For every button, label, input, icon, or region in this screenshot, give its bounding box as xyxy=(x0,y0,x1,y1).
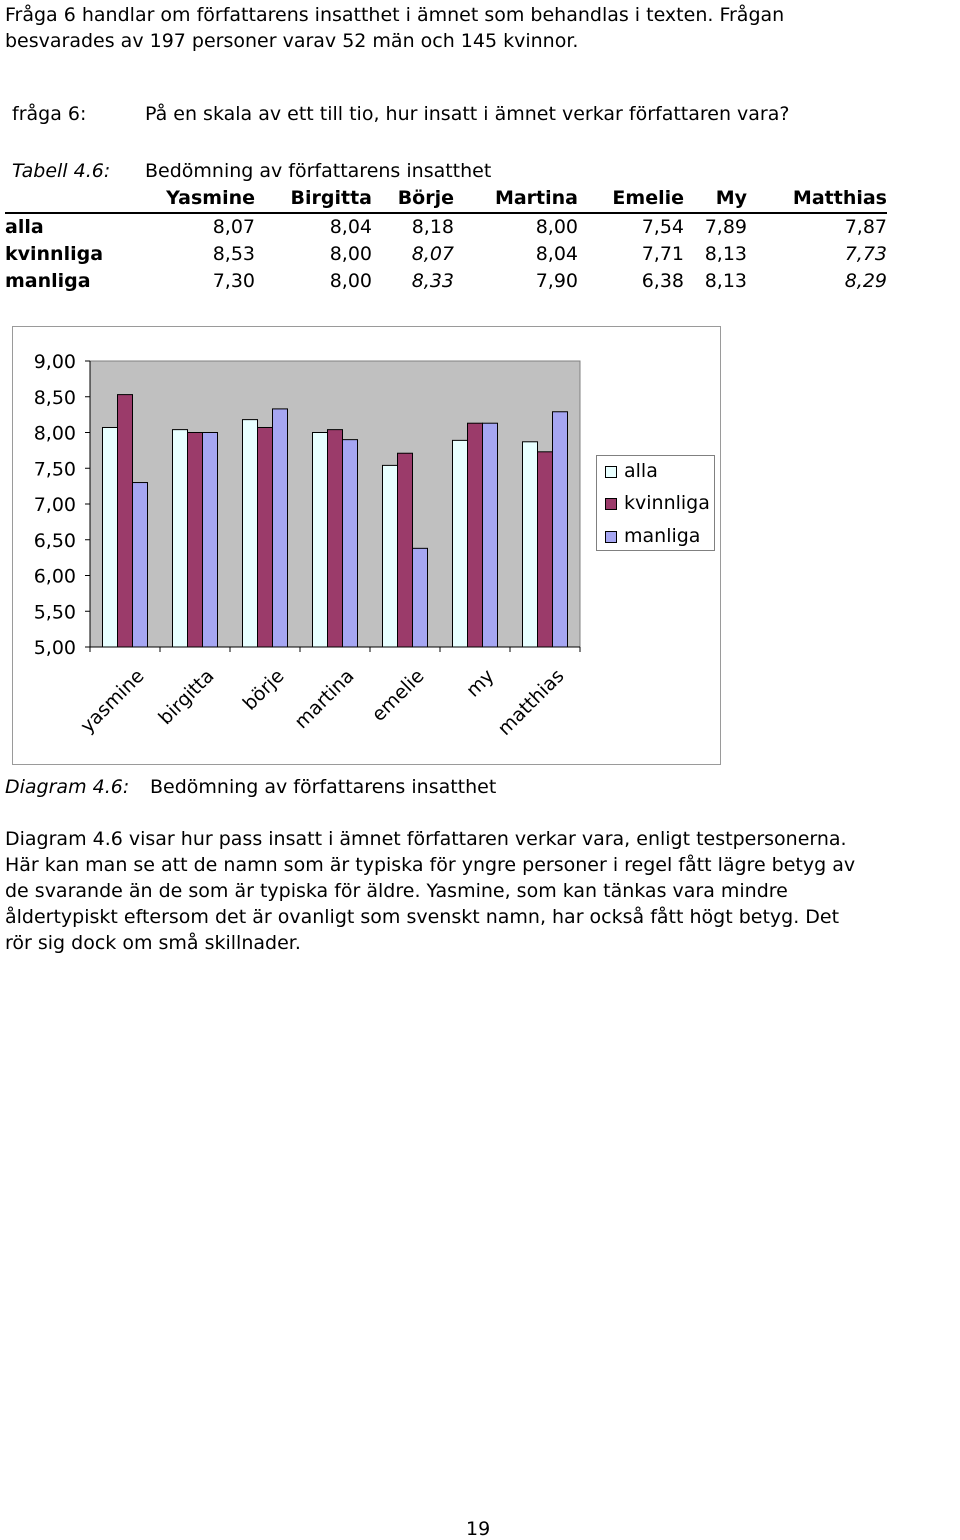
bar xyxy=(412,547,428,648)
bar xyxy=(382,464,398,648)
table-cell: 8,07 xyxy=(411,243,454,265)
x-tick-label: martina xyxy=(290,665,358,733)
x-tick-label: emelie xyxy=(368,665,429,726)
bar xyxy=(342,439,358,648)
column-header: Yasmine xyxy=(155,185,255,214)
bar xyxy=(187,432,203,648)
body-paragraph: Diagram 4.6 visar hur pass insatt i ämne… xyxy=(5,826,955,956)
legend-swatch xyxy=(605,466,617,478)
y-tick-label: 9,00 xyxy=(34,351,76,373)
y-tick-label: 5,00 xyxy=(34,637,76,659)
table-cell: 8,00 xyxy=(329,270,372,292)
legend-swatch xyxy=(605,498,617,510)
table-cell: 8,13 xyxy=(704,270,747,292)
bar xyxy=(202,432,218,648)
bar xyxy=(132,482,148,648)
intro-line-1: Fråga 6 handlar om författarens insatthe… xyxy=(5,4,785,26)
question-text: På en skala av ett till tio, hur insatt … xyxy=(145,103,790,125)
body-line: Diagram 4.6 visar hur pass insatt i ämne… xyxy=(5,828,847,850)
table-cell: 8,29 xyxy=(844,270,887,292)
table-caption-text: Bedömning av författarens insatthet xyxy=(145,160,492,182)
x-tick-label: my xyxy=(462,665,499,702)
bar xyxy=(327,429,343,648)
bar xyxy=(397,452,413,648)
y-tick-label: 8,50 xyxy=(34,387,76,409)
column-header: Börje xyxy=(372,185,454,214)
table-cell: 8,33 xyxy=(411,270,454,292)
table-cell: 8,00 xyxy=(535,216,578,238)
row-label: kvinnliga xyxy=(5,243,104,265)
page-number: 19 xyxy=(466,1518,491,1540)
x-tick-label: yasmine xyxy=(76,665,148,737)
y-tick-label: 6,00 xyxy=(34,566,76,588)
table-cell: 7,71 xyxy=(641,243,684,265)
table-cell: 7,87 xyxy=(844,216,887,238)
table-cell: 8,13 xyxy=(704,243,747,265)
x-tick-label: börje xyxy=(239,665,289,715)
table-cell: 8,07 xyxy=(212,216,255,238)
table-cell: 8,04 xyxy=(535,243,578,265)
bar xyxy=(537,451,553,648)
column-header: My xyxy=(684,185,747,214)
intro-line-2: besvarades av 197 personer varav 52 män … xyxy=(5,30,579,52)
legend-swatch xyxy=(605,531,617,543)
y-tick-label: 7,00 xyxy=(34,494,76,516)
column-header: Matthias xyxy=(747,185,887,214)
table-cell: 7,30 xyxy=(212,270,255,292)
bar xyxy=(312,432,328,648)
bar xyxy=(117,394,133,648)
table-caption-label: Tabell 4.6: xyxy=(12,160,111,182)
bar xyxy=(102,426,118,648)
bar-chart: 9,00 8,50 8,00 7,50 7,00 6,50 6,00 5,50 5,00yasm… xyxy=(34,351,581,740)
bar xyxy=(172,429,188,648)
bar xyxy=(257,426,273,648)
body-line: de svarande än de som är typiska för äld… xyxy=(5,880,788,902)
table-cell: 6,38 xyxy=(641,270,684,292)
legend-label: kvinnliga xyxy=(624,492,710,514)
column-header: Emelie xyxy=(578,185,684,214)
bar xyxy=(452,439,468,648)
table-cell: 8,00 xyxy=(329,243,372,265)
y-tick-label: 7,50 xyxy=(34,458,76,480)
table-row: alla 8,07 8,04 8,18 8,00 7,54 7,89 7,87 xyxy=(5,213,887,241)
row-label: alla xyxy=(5,216,44,238)
chart-frame xyxy=(12,326,721,765)
legend-label: alla xyxy=(624,460,658,482)
body-line: Här kan man se att de namn som är typisk… xyxy=(5,854,856,876)
table-cell: 8,04 xyxy=(329,216,372,238)
table-header-row: Yasmine Birgitta Börje Martina Emelie My… xyxy=(5,185,887,214)
table-cell: 7,73 xyxy=(844,243,887,265)
table-cell: 7,90 xyxy=(535,270,578,292)
body-line: åldertypiskt eftersom det är ovanligt so… xyxy=(5,906,840,928)
y-tick-label: 6,50 xyxy=(34,530,76,552)
diagram-caption-text: Bedömning av författarens insatthet xyxy=(150,776,497,798)
bar xyxy=(272,408,288,648)
table-cell: 7,54 xyxy=(641,216,684,238)
x-tick-label: birgitta xyxy=(154,665,218,729)
bar xyxy=(467,422,483,648)
table-row: kvinnliga 8,53 8,00 8,07 8,04 7,71 8,13 … xyxy=(5,241,887,268)
bar xyxy=(242,419,258,648)
column-header: Birgitta xyxy=(255,185,372,214)
chart-legend: alla kvinnliga manliga xyxy=(596,455,715,551)
table-cell: 7,89 xyxy=(704,216,747,238)
bar xyxy=(552,411,568,648)
diagram-caption-label: Diagram 4.6: xyxy=(5,776,130,798)
y-tick-label: 8,00 xyxy=(34,423,76,445)
table-row: manliga 7,30 8,00 8,33 7,90 6,38 8,13 8,… xyxy=(5,268,887,295)
bar xyxy=(482,422,498,648)
table-cell: 8,53 xyxy=(212,243,255,265)
bar xyxy=(522,441,538,648)
legend-label: manliga xyxy=(624,525,701,547)
body-line: rör sig dock om små skillnader. xyxy=(5,932,301,954)
table-header-empty xyxy=(5,185,155,214)
question-label: fråga 6: xyxy=(12,103,87,125)
ratings-table: Yasmine Birgitta Börje Martina Emelie My… xyxy=(5,185,887,295)
x-tick-label: matthias xyxy=(494,665,569,740)
table-cell: 8,18 xyxy=(411,216,454,238)
y-tick-label: 5,50 xyxy=(34,601,76,623)
column-header: Martina xyxy=(454,185,578,214)
row-label: manliga xyxy=(5,270,91,292)
intro-paragraph: Fråga 6 handlar om författarens insatthe… xyxy=(5,2,955,54)
